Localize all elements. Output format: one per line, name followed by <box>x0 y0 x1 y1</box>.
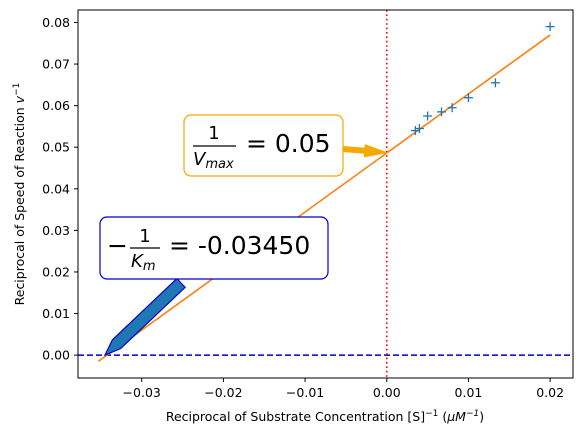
x-ticks: −0.03 −0.02 −0.01 0.00 0.01 0.02 <box>123 378 564 400</box>
x-tick-label: 0.01 <box>455 385 483 400</box>
y-tick-label: 0.06 <box>42 98 70 113</box>
y-ticks: 0.00 0.01 0.02 0.03 0.04 0.05 0.06 0.07 0.08 <box>42 15 78 363</box>
vmax-numerator: 1 <box>208 123 219 144</box>
x-axis-label-unit: μM <box>446 409 466 424</box>
x-axis-label-exp: −1 <box>425 409 438 419</box>
y-tick-label: 0.03 <box>42 223 70 238</box>
y-tick-label: 0.04 <box>42 181 70 196</box>
y-axis-label: Reciprocal of Speed of Reaction v−1 <box>12 83 27 306</box>
x-tick-label: −0.01 <box>286 385 324 400</box>
km-numerator: 1 <box>139 226 150 247</box>
x-axis-label-open: ( <box>438 409 447 424</box>
y-tick-label: 0.08 <box>42 15 70 30</box>
x-axis-label-unit-exp: −1 <box>466 409 479 419</box>
x-axis-label-close: ) <box>479 409 484 424</box>
y-tick-label: 0.01 <box>42 306 70 321</box>
y-tick-label: 0.07 <box>42 57 70 72</box>
y-axis-label-main: Reciprocal of Speed of Reaction <box>12 103 27 305</box>
km-minus-sign: − <box>107 231 128 260</box>
y-tick-label: 0.00 <box>42 348 70 363</box>
km-value: = -0.03450 <box>161 231 310 260</box>
y-axis-label-exp: −1 <box>12 83 22 96</box>
x-tick-label: 0.00 <box>373 385 401 400</box>
x-tick-label: −0.02 <box>204 385 242 400</box>
vmax-value: = 0.05 <box>238 129 331 158</box>
x-tick-label: 0.02 <box>536 385 564 400</box>
x-axis-label: Reciprocal of Substrate Concentration [S… <box>166 409 484 424</box>
km-denominator-sub: m <box>143 259 156 274</box>
vmax-denominator-sub: max <box>205 157 234 172</box>
x-tick-label: −0.03 <box>123 385 161 400</box>
y-tick-label: 0.02 <box>42 264 70 279</box>
x-axis-label-main: Reciprocal of Substrate Concentration [S… <box>166 409 425 424</box>
y-tick-label: 0.05 <box>42 140 70 155</box>
